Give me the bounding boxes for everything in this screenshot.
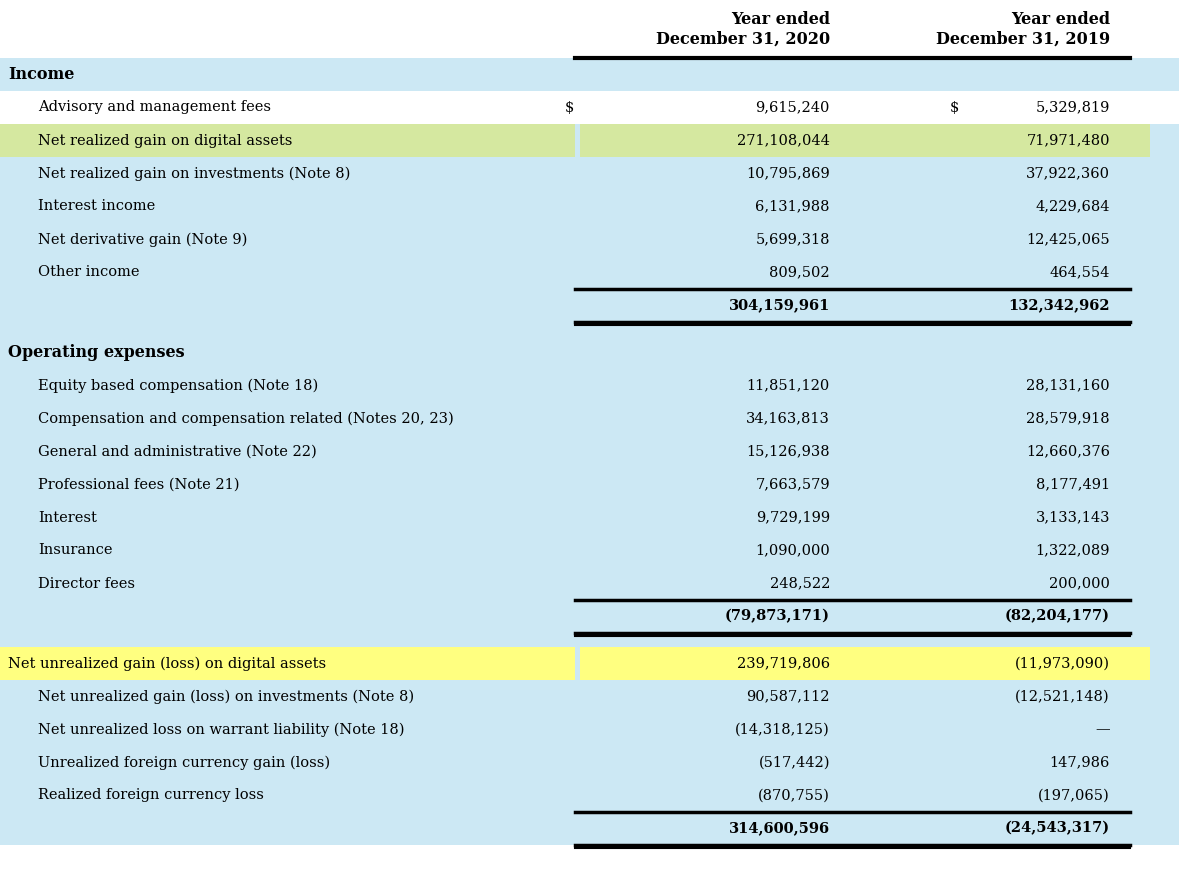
Text: 314,600,596: 314,600,596 (729, 821, 830, 835)
Text: Operating expenses: Operating expenses (8, 344, 185, 361)
Bar (0, 647, 1179, 680)
Bar (0, 647, 575, 680)
Text: 8,177,491: 8,177,491 (1036, 477, 1109, 492)
Text: Professional fees (Note 21): Professional fees (Note 21) (38, 477, 239, 492)
Bar (0, 501, 1179, 534)
Bar (0, 157, 1179, 190)
Bar (0, 289, 1179, 322)
Text: 37,922,360: 37,922,360 (1026, 166, 1109, 180)
Bar (0, 402, 1179, 435)
Text: 5,329,819: 5,329,819 (1035, 101, 1109, 115)
Text: Interest income: Interest income (38, 200, 156, 214)
Bar (580, 647, 870, 680)
Text: (24,543,317): (24,543,317) (1005, 821, 1109, 835)
Text: Net derivative gain (Note 9): Net derivative gain (Note 9) (38, 232, 248, 247)
Bar (0, 190, 1179, 223)
Bar (0, 600, 1179, 633)
Bar (0, 322, 1179, 336)
Bar (0, 468, 1179, 501)
Text: 239,719,806: 239,719,806 (737, 657, 830, 670)
Text: (82,204,177): (82,204,177) (1005, 609, 1109, 623)
Text: 7,663,579: 7,663,579 (756, 477, 830, 492)
Bar (0, 124, 575, 157)
Bar (0, 713, 1179, 746)
Bar (0, 124, 1179, 157)
Text: December 31, 2020: December 31, 2020 (656, 31, 830, 48)
Bar (0, 779, 1179, 812)
Text: Interest: Interest (38, 510, 97, 524)
Text: 1,322,089: 1,322,089 (1035, 544, 1109, 558)
Text: $: $ (565, 101, 574, 115)
Text: 4,229,684: 4,229,684 (1035, 200, 1109, 214)
Bar (0, 680, 1179, 713)
Bar (0, 435, 1179, 468)
Bar (0, 223, 1179, 256)
Text: (12,521,148): (12,521,148) (1015, 690, 1109, 704)
Text: Director fees: Director fees (38, 576, 136, 591)
Bar (865, 647, 1150, 680)
Text: Net unrealized loss on warrant liability (Note 18): Net unrealized loss on warrant liability… (38, 722, 404, 736)
Bar (0, 812, 1179, 845)
Text: (11,973,090): (11,973,090) (1015, 657, 1109, 670)
Text: 132,342,962: 132,342,962 (1008, 299, 1109, 313)
Bar (0, 58, 1179, 91)
Text: 12,660,376: 12,660,376 (1026, 445, 1109, 459)
Text: $: $ (950, 101, 960, 115)
Text: 71,971,480: 71,971,480 (1027, 133, 1109, 148)
Text: 12,425,065: 12,425,065 (1027, 232, 1109, 247)
Text: Net unrealized gain (loss) on digital assets: Net unrealized gain (loss) on digital as… (8, 656, 327, 671)
Text: (870,755): (870,755) (758, 789, 830, 803)
Text: (517,442): (517,442) (758, 756, 830, 769)
Text: 200,000: 200,000 (1049, 576, 1109, 591)
Bar (865, 124, 1150, 157)
Text: Net realized gain on investments (Note 8): Net realized gain on investments (Note 8… (38, 166, 350, 180)
Text: 464,554: 464,554 (1049, 265, 1109, 279)
Text: 809,502: 809,502 (770, 265, 830, 279)
Text: Compensation and compensation related (Notes 20, 23): Compensation and compensation related (N… (38, 411, 454, 426)
Text: 1,090,000: 1,090,000 (756, 544, 830, 558)
Text: 34,163,813: 34,163,813 (746, 411, 830, 425)
Text: Net unrealized gain (loss) on investments (Note 8): Net unrealized gain (loss) on investment… (38, 690, 414, 704)
Bar (580, 124, 870, 157)
Text: Realized foreign currency loss: Realized foreign currency loss (38, 789, 264, 803)
Text: 11,851,120: 11,851,120 (746, 378, 830, 392)
Text: Year ended: Year ended (731, 11, 830, 27)
Text: (197,065): (197,065) (1039, 789, 1109, 803)
Text: General and administrative (Note 22): General and administrative (Note 22) (38, 445, 317, 459)
Text: 3,133,143: 3,133,143 (1035, 510, 1109, 524)
Text: 10,795,869: 10,795,869 (746, 166, 830, 180)
Text: Year ended: Year ended (1010, 11, 1109, 27)
Text: Net realized gain on digital assets: Net realized gain on digital assets (38, 133, 292, 148)
Text: Equity based compensation (Note 18): Equity based compensation (Note 18) (38, 378, 318, 392)
Bar (0, 256, 1179, 289)
Text: —: — (1095, 722, 1109, 736)
Bar (0, 567, 1179, 600)
Bar (0, 633, 1179, 647)
Text: Unrealized foreign currency gain (loss): Unrealized foreign currency gain (loss) (38, 755, 330, 770)
Text: 28,579,918: 28,579,918 (1027, 411, 1109, 425)
Text: 248,522: 248,522 (770, 576, 830, 591)
Text: (79,873,171): (79,873,171) (725, 609, 830, 623)
Text: 147,986: 147,986 (1049, 756, 1109, 769)
Text: 90,587,112: 90,587,112 (746, 690, 830, 704)
Text: 9,729,199: 9,729,199 (756, 510, 830, 524)
Text: Other income: Other income (38, 265, 139, 279)
Bar (0, 336, 1179, 369)
Text: Insurance: Insurance (38, 544, 112, 558)
Text: 271,108,044: 271,108,044 (737, 133, 830, 148)
Text: 5,699,318: 5,699,318 (756, 232, 830, 247)
Bar (0, 91, 1179, 124)
Text: Income: Income (8, 66, 74, 83)
Text: December 31, 2019: December 31, 2019 (936, 31, 1109, 48)
Text: 9,615,240: 9,615,240 (756, 101, 830, 115)
Text: Advisory and management fees: Advisory and management fees (38, 101, 271, 115)
Text: 15,126,938: 15,126,938 (746, 445, 830, 459)
Text: 28,131,160: 28,131,160 (1027, 378, 1109, 392)
Bar (0, 746, 1179, 779)
Bar (0, 534, 1179, 567)
Bar (0, 369, 1179, 402)
Text: (14,318,125): (14,318,125) (736, 722, 830, 736)
Text: 304,159,961: 304,159,961 (729, 299, 830, 313)
Text: 6,131,988: 6,131,988 (756, 200, 830, 214)
